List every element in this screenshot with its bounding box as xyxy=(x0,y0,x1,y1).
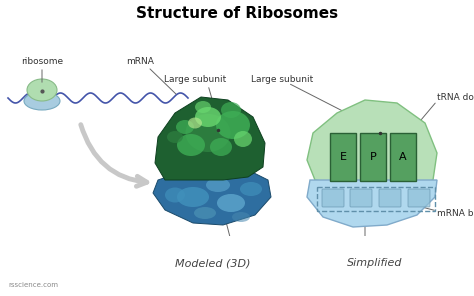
Polygon shape xyxy=(153,167,271,225)
Text: Small subunit: Small subunit xyxy=(200,242,262,252)
Ellipse shape xyxy=(185,114,230,152)
Ellipse shape xyxy=(27,79,57,101)
Text: P: P xyxy=(370,152,376,162)
Ellipse shape xyxy=(217,194,245,212)
Ellipse shape xyxy=(210,138,232,156)
Text: Modeled (3D): Modeled (3D) xyxy=(175,258,251,268)
Ellipse shape xyxy=(195,101,211,113)
Ellipse shape xyxy=(232,212,250,222)
Polygon shape xyxy=(155,97,265,180)
Ellipse shape xyxy=(240,182,262,196)
Ellipse shape xyxy=(221,102,241,118)
Ellipse shape xyxy=(194,207,216,219)
Ellipse shape xyxy=(177,187,209,207)
Polygon shape xyxy=(307,100,437,187)
Ellipse shape xyxy=(234,131,252,147)
FancyBboxPatch shape xyxy=(330,133,356,181)
FancyBboxPatch shape xyxy=(360,133,386,181)
Polygon shape xyxy=(307,180,437,227)
Text: Small subunit: Small subunit xyxy=(334,242,396,252)
Text: tRNA docking sites: tRNA docking sites xyxy=(437,92,474,102)
FancyBboxPatch shape xyxy=(322,189,344,207)
FancyBboxPatch shape xyxy=(408,189,430,207)
Text: E: E xyxy=(339,152,346,162)
Text: mRNA: mRNA xyxy=(126,57,154,67)
Text: Large subunit: Large subunit xyxy=(251,75,313,84)
Ellipse shape xyxy=(24,92,60,110)
Ellipse shape xyxy=(206,178,230,192)
Text: A: A xyxy=(399,152,407,162)
FancyBboxPatch shape xyxy=(350,189,372,207)
Text: mRNA binding site: mRNA binding site xyxy=(437,208,474,218)
Text: Large subunit: Large subunit xyxy=(164,75,226,84)
Ellipse shape xyxy=(165,187,185,202)
FancyBboxPatch shape xyxy=(379,189,401,207)
Ellipse shape xyxy=(176,120,194,134)
Ellipse shape xyxy=(216,111,250,139)
Ellipse shape xyxy=(167,131,183,143)
Ellipse shape xyxy=(195,107,221,127)
Text: rsscience.com: rsscience.com xyxy=(8,282,58,288)
FancyBboxPatch shape xyxy=(390,133,416,181)
Text: ribosome: ribosome xyxy=(21,57,63,67)
Text: Simplified: Simplified xyxy=(347,258,403,268)
Ellipse shape xyxy=(188,118,202,128)
Text: Structure of Ribosomes: Structure of Ribosomes xyxy=(136,7,338,22)
Ellipse shape xyxy=(177,134,205,156)
